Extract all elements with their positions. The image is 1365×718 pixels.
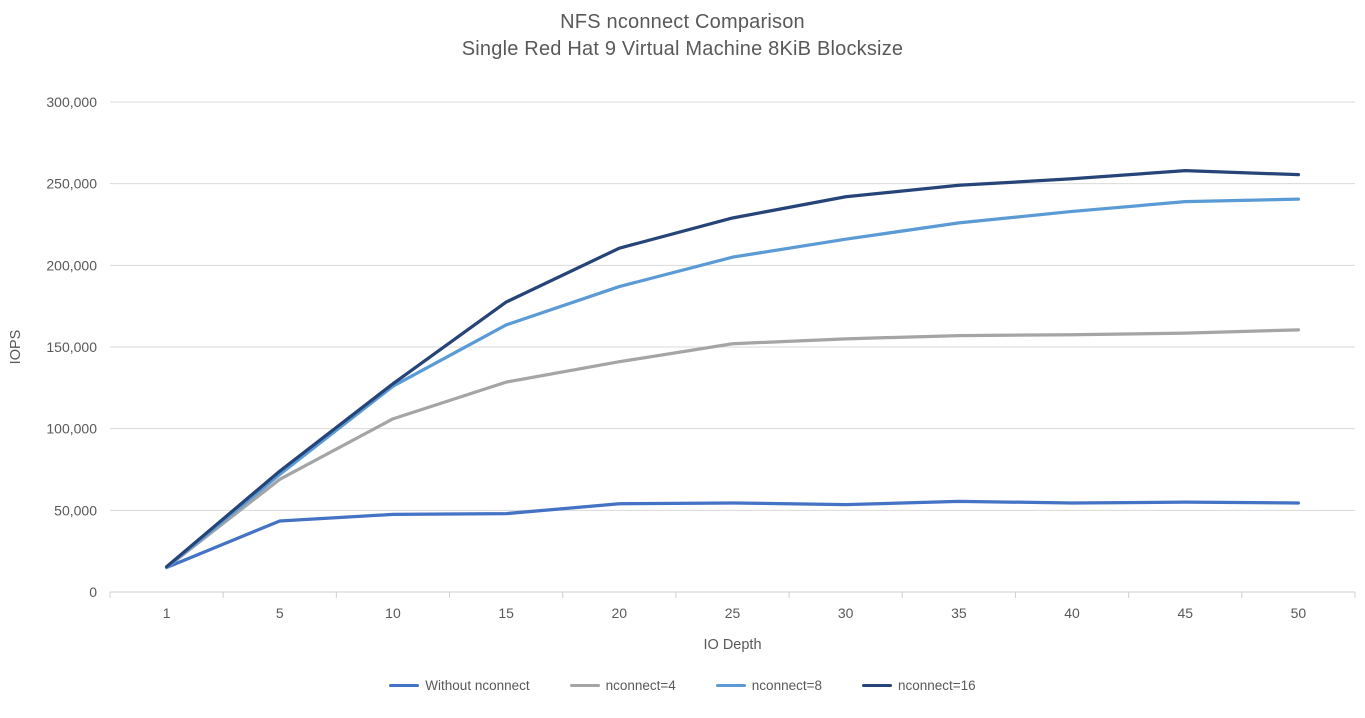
x-axis-tick-label: 50 xyxy=(1291,605,1307,621)
y-axis-tick-label: 250,000 xyxy=(46,176,97,192)
x-axis-tick-label: 20 xyxy=(612,605,628,621)
chart-legend: Without nconnect nconnect=4 nconnect=8 n… xyxy=(0,678,1365,693)
legend-item-without-nconnect: Without nconnect xyxy=(389,678,530,693)
legend-line-swatch xyxy=(569,683,600,688)
y-axis-tick-label: 100,000 xyxy=(46,421,97,437)
series-line-nconnect-16 xyxy=(164,168,1301,569)
legend-item-nconnect-8: nconnect=8 xyxy=(715,678,822,693)
series-line-nconnect-4 xyxy=(164,328,1301,570)
chart-title-line2: Single Red Hat 9 Virtual Machine 8KiB Bl… xyxy=(461,38,904,60)
chart-title-line1: NFS nconnect Comparison xyxy=(560,11,805,33)
series-line-without-nconnect xyxy=(164,499,1301,570)
y-axis-tick-label: 0 xyxy=(89,584,97,600)
x-axis-tick-label: 35 xyxy=(951,605,967,621)
legend-label: nconnect=8 xyxy=(751,678,822,693)
y-axis-tick-label: 150,000 xyxy=(46,339,97,355)
legend-label: nconnect=4 xyxy=(605,678,676,693)
chart-title: NFS nconnect Comparison Single Red Hat 9… xyxy=(0,9,1365,63)
legend-item-nconnect-4: nconnect=4 xyxy=(569,678,676,693)
x-axis-tick-label: 1 xyxy=(163,605,171,621)
legend-item-nconnect-16: nconnect=16 xyxy=(861,678,976,693)
legend-label: Without nconnect xyxy=(425,678,530,693)
x-axis-tick-label: 25 xyxy=(725,605,741,621)
x-axis-tick-label: 5 xyxy=(276,605,284,621)
y-axis-tick-label: 300,000 xyxy=(46,94,97,110)
x-axis-tick-label: 15 xyxy=(498,605,514,621)
x-axis-tick-label: 30 xyxy=(838,605,854,621)
x-axis-tick-label: 45 xyxy=(1177,605,1193,621)
x-axis-tick-label: 40 xyxy=(1064,605,1080,621)
legend-line-swatch xyxy=(389,683,420,688)
legend-line-swatch xyxy=(861,683,892,688)
y-axis-tick-label: 200,000 xyxy=(46,257,97,273)
y-axis-title: IOPS xyxy=(8,330,24,365)
line-chart-plot-area: 0 50,000 100,000 150,000 200,000 250,000 300,0… xyxy=(8,94,1356,653)
y-axis-tick-label: 50,000 xyxy=(54,502,97,518)
x-axis-title: IO Depth xyxy=(703,637,761,653)
x-axis-tick-label: 10 xyxy=(385,605,401,621)
legend-line-swatch xyxy=(715,683,746,688)
series-line-nconnect-8 xyxy=(164,197,1301,570)
legend-label: nconnect=16 xyxy=(897,678,976,693)
